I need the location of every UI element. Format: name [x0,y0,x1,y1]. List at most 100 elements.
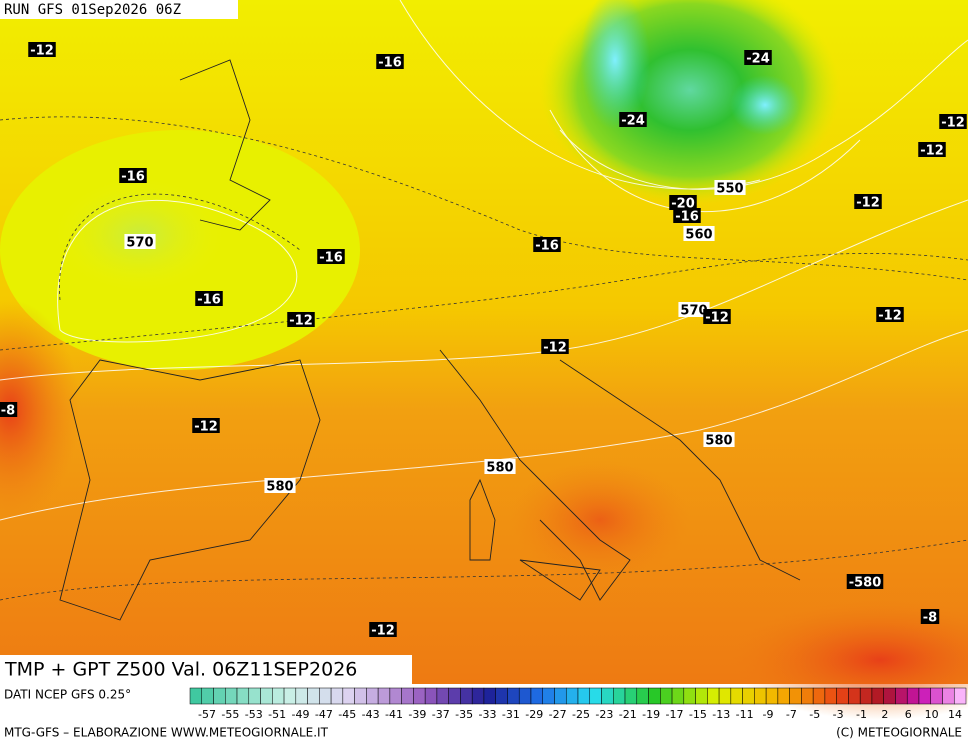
color-swatch [824,687,837,705]
color-swatch [718,687,732,705]
color-swatch [448,687,461,705]
scale-label: -3 [833,708,844,721]
label-text: 550 [716,182,743,197]
label-text: 580 [266,480,293,495]
color-swatch [225,687,238,705]
label-text: 570 [126,236,153,251]
coastlines [59,59,801,621]
label-box [192,418,220,433]
map-label: -12 [703,309,731,326]
label-text: -16 [319,251,343,266]
scale-label: 6 [905,708,912,721]
label-box [846,574,884,589]
color-swatch [695,687,708,705]
label-box [376,54,404,69]
color-swatch [413,687,426,705]
label-box [939,114,967,129]
label-box [533,237,561,252]
run-label: RUN GFS 01Sep2026 06Z [4,2,181,18]
warm-area [510,460,690,580]
color-swatch [636,687,649,705]
map-label: 560 [683,226,715,243]
label-text: -580 [849,576,882,591]
label-text: -12 [856,196,880,211]
label-text: -16 [197,293,221,308]
color-swatch [624,687,638,705]
color-swatch [401,687,414,705]
color-swatch [389,687,402,705]
scale-label: -51 [268,708,286,721]
map-label: -16 [376,54,404,71]
scale-label: -41 [385,708,403,721]
color-swatch [319,687,332,705]
color-swatch [754,687,767,705]
color-swatch [189,687,203,705]
color-swatch [812,687,826,705]
cold-core [580,0,650,130]
label-text: -16 [378,56,402,71]
scale-label: -33 [479,708,497,721]
scale-label: -11 [736,708,754,721]
credit: MTG-GFS – ELABORAZIONE WWW.METEOGIORNALE… [4,726,329,740]
scale-label: -23 [595,708,613,721]
map-label: -12 [28,42,56,59]
color-swatch [530,687,543,705]
map-label: -24 [619,112,647,129]
scale-label: -17 [666,708,684,721]
label-text: -16 [535,239,559,254]
color-swatch [836,687,849,705]
color-swatch [613,687,626,705]
map-label: -20 [669,195,697,212]
scale-label: 10 [925,708,939,721]
label-box [541,339,569,354]
map-label: -12 [854,194,882,211]
color-swatch [683,687,696,705]
color-swatch [495,687,508,705]
map-label: -24 [744,50,772,67]
cold-core [730,75,800,135]
label-text: -24 [746,52,770,67]
map-title: TMP + GPT Z500 Val. 06Z11SEP2026 [4,659,357,681]
scale-label: -15 [689,708,707,721]
label-box [28,42,56,57]
color-swatch [377,687,391,705]
color-swatch [542,687,555,705]
color-swatch [953,687,967,705]
label-box [124,234,156,249]
color-swatch [424,687,438,705]
label-box [673,208,701,223]
color-swatch [213,687,226,705]
label-text: -12 [878,309,902,324]
color-swatch [848,687,861,705]
color-swatch [330,687,344,705]
color-swatch [918,687,931,705]
label-box [669,195,697,210]
color-swatch [342,687,355,705]
scale-label: -45 [338,708,356,721]
map-label: 580 [264,478,296,495]
label-text: -20 [671,197,695,212]
scale-label: -19 [642,708,660,721]
title-box [0,655,412,684]
color-swatch [777,687,790,705]
label-text: -12 [371,624,395,639]
label-text: -16 [675,210,699,225]
label-box [876,307,904,322]
scale-label: -53 [245,708,263,721]
color-swatch [307,687,320,705]
color-swatch [295,687,308,705]
label-text: -12 [920,144,944,159]
scale-label: -7 [786,708,797,721]
map-label: -12 [876,307,904,324]
label-box [484,459,516,474]
label-text: -8 [1,404,15,419]
map-label: 580 [703,432,735,449]
label-box [703,309,731,324]
label-text: -16 [121,170,145,185]
scale-label: -47 [315,708,333,721]
color-swatch [518,687,532,705]
map-label: -12 [369,622,397,639]
map-label: -12 [287,312,315,329]
label-box [317,249,345,264]
